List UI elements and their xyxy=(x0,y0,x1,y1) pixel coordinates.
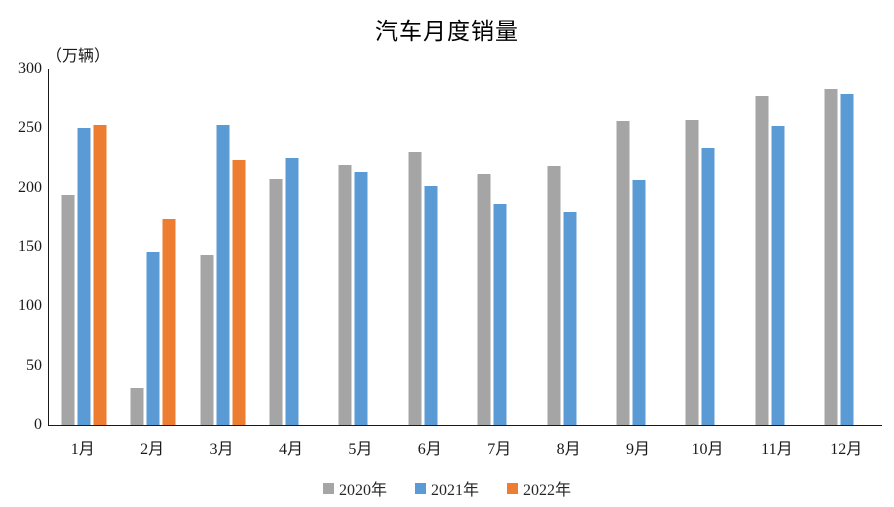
bar-group-11月 xyxy=(755,69,800,425)
bar-2021年-1月 xyxy=(77,127,91,425)
bar-group-12月 xyxy=(824,69,870,425)
y-tick-label-200: 200 xyxy=(18,178,42,196)
legend-swatch-2022年 xyxy=(507,482,518,494)
bar-group-8月 xyxy=(547,69,592,425)
legend-swatch-2020年 xyxy=(322,482,334,494)
bar-2022年-3月 xyxy=(232,159,246,425)
x-tick-label-3月: 3月 xyxy=(209,441,234,458)
bar-2020年-10月 xyxy=(685,119,699,425)
bar-2020年-1月 xyxy=(61,194,75,425)
plot-area xyxy=(48,69,882,426)
bar-2021年-10月 xyxy=(701,148,715,425)
bar-group-3月 xyxy=(200,69,246,425)
bar-2021年-3月 xyxy=(216,125,230,425)
bar-2020年-11月 xyxy=(755,96,769,425)
y-tick-label-100: 100 xyxy=(18,297,42,315)
x-tick-label-8月: 8月 xyxy=(556,441,581,458)
legend-label-2020年: 2020年 xyxy=(338,482,387,499)
bar-2021年-6月 xyxy=(424,185,438,425)
x-tick-label-12月: 12月 xyxy=(830,441,863,458)
x-tick-label-10月: 10月 xyxy=(691,441,724,458)
bar-2020年-12月 xyxy=(824,89,838,425)
bar-group-6月 xyxy=(408,69,453,425)
bar-2020年-9月 xyxy=(616,120,630,425)
y-tick-label-150: 150 xyxy=(18,238,42,255)
bar-group-1月 xyxy=(61,69,107,425)
bar-2020年-3月 xyxy=(200,255,214,425)
chart-title: 汽车月度销量 xyxy=(375,19,519,44)
y-axis-unit-label: （万辆） xyxy=(46,48,111,65)
bar-2020年-5月 xyxy=(338,164,352,425)
bar-2022年-2月 xyxy=(162,218,176,425)
y-tick-label-300: 300 xyxy=(18,60,42,77)
bar-2021年-2月 xyxy=(146,252,160,425)
legend-item-2022年: 2022年 xyxy=(507,476,571,500)
legend-label-2022年: 2022年 xyxy=(523,482,572,499)
bar-2021年-4月 xyxy=(285,157,299,425)
x-tick-label-6月: 6月 xyxy=(417,441,442,458)
legend-item-2020年: 2020年 xyxy=(322,476,387,500)
bar-2021年-12月 xyxy=(840,94,854,425)
x-tick-label-7月: 7月 xyxy=(487,441,512,458)
bar-2020年-6月 xyxy=(408,152,422,425)
bar-2021年-11月 xyxy=(771,125,785,425)
bar-group-2月 xyxy=(130,69,176,425)
bar-2020年-8月 xyxy=(547,165,561,425)
x-tick-label-1月: 1月 xyxy=(70,441,95,458)
bar-2020年-2月 xyxy=(130,388,144,425)
y-tick-label-50: 50 xyxy=(26,356,42,374)
bar-group-10月 xyxy=(685,69,731,425)
bar-group-7月 xyxy=(477,69,523,425)
y-axis-tick-labels: 0 50 100 150 200 250 300 xyxy=(0,61,42,433)
x-tick-label-5月: 5月 xyxy=(348,441,373,458)
bar-2021年-5月 xyxy=(354,172,368,425)
bar-2021年-9月 xyxy=(632,179,646,425)
legend-item-2021年: 2021年 xyxy=(414,476,479,500)
x-tick-label-11月: 11月 xyxy=(761,441,793,458)
y-tick-label-0: 0 xyxy=(34,416,42,433)
x-tick-label-4月: 4月 xyxy=(278,441,303,458)
legend-label-2021年: 2021年 xyxy=(430,482,479,499)
bar-2020年-4月 xyxy=(269,179,283,425)
bar-group-9月 xyxy=(616,69,662,425)
bar-group-4月 xyxy=(269,69,314,425)
y-tick-label-250: 250 xyxy=(18,119,42,137)
bar-2021年-7月 xyxy=(493,203,507,425)
legend: 2020年 2021年 2022年 xyxy=(0,476,894,500)
x-tick-label-9月: 9月 xyxy=(626,441,651,458)
bar-2021年-8月 xyxy=(563,211,577,425)
legend-swatch-2021年 xyxy=(414,482,426,494)
x-axis-tick-labels: 1月 2月 3月 4月 5月 6月 7月 8月 9月 10月 11月 12月 xyxy=(48,435,881,458)
bar-2020年-7月 xyxy=(477,174,491,425)
bar-2022年-1月 xyxy=(93,124,107,425)
bar-group-5月 xyxy=(338,69,384,425)
x-tick-label-2月: 2月 xyxy=(140,441,165,458)
